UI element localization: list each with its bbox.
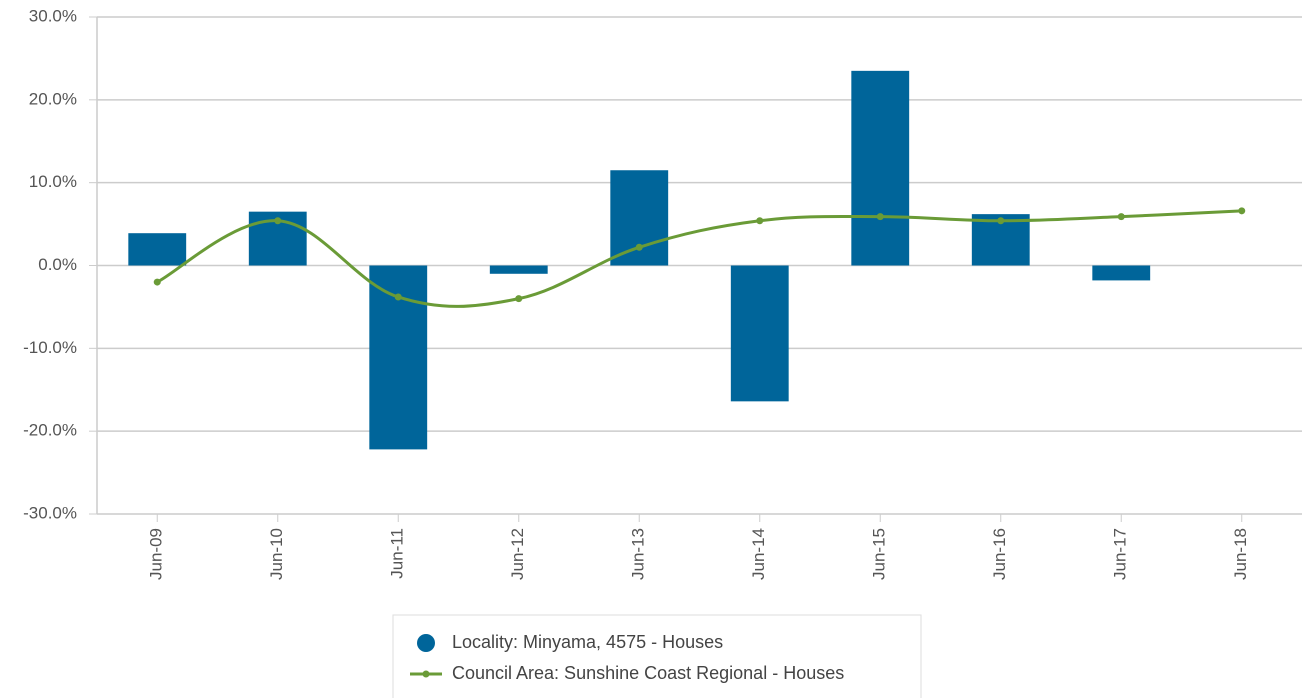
y-tick-label: -30.0% <box>23 503 77 522</box>
y-tick-label: 0.0% <box>38 255 77 274</box>
x-tick-label: Jun-11 <box>388 528 407 579</box>
bar <box>1092 265 1151 281</box>
legend-box <box>392 614 922 698</box>
y-tick-label: -20.0% <box>23 421 77 440</box>
legend: Locality: Minyama, 4575 - Houses Council … <box>392 614 922 698</box>
line <box>156 209 1242 308</box>
line-point <box>515 295 523 303</box>
y-tick-label: 10.0% <box>29 172 77 191</box>
bar <box>851 70 910 266</box>
legend-label: Council Area: Sunshine Coast Regional - … <box>452 663 844 683</box>
y-tick-label: -10.0% <box>23 338 77 357</box>
legend-swatch <box>422 670 430 678</box>
bar <box>610 170 669 266</box>
legend-label: Locality: Minyama, 4575 - Houses <box>452 632 723 652</box>
line-point <box>1238 207 1246 215</box>
line-point <box>756 217 764 225</box>
x-tick-label: Jun-18 <box>1231 528 1250 580</box>
x-tick-label: Jun-10 <box>267 528 286 580</box>
line-point <box>876 213 884 221</box>
x-tick-label: Jun-12 <box>508 528 527 580</box>
line-point <box>997 217 1005 225</box>
line-point <box>153 278 161 286</box>
bar <box>369 265 428 450</box>
x-tick-label: Jun-13 <box>629 528 648 580</box>
x-tick-label: Jun-14 <box>749 528 768 580</box>
x-tick-label: Jun-15 <box>870 528 889 580</box>
line-point <box>1117 213 1125 221</box>
line-point <box>394 293 402 301</box>
line-point <box>635 243 643 251</box>
bar <box>730 265 789 402</box>
x-tick-label: Jun-09 <box>147 528 166 580</box>
x-tick-label: Jun-17 <box>1111 528 1130 580</box>
line-point <box>274 217 282 225</box>
y-tick-label: 20.0% <box>29 89 77 108</box>
x-tick-label: Jun-16 <box>990 528 1009 580</box>
bar <box>489 265 548 274</box>
plot-area: -30.0% -20.0% -10.0% 0.0% 10.0% 20.0% 30.0% Jun… <box>23 6 1302 580</box>
legend-swatch <box>417 634 435 652</box>
bar <box>128 233 187 266</box>
y-tick-label: 30.0% <box>29 6 77 25</box>
